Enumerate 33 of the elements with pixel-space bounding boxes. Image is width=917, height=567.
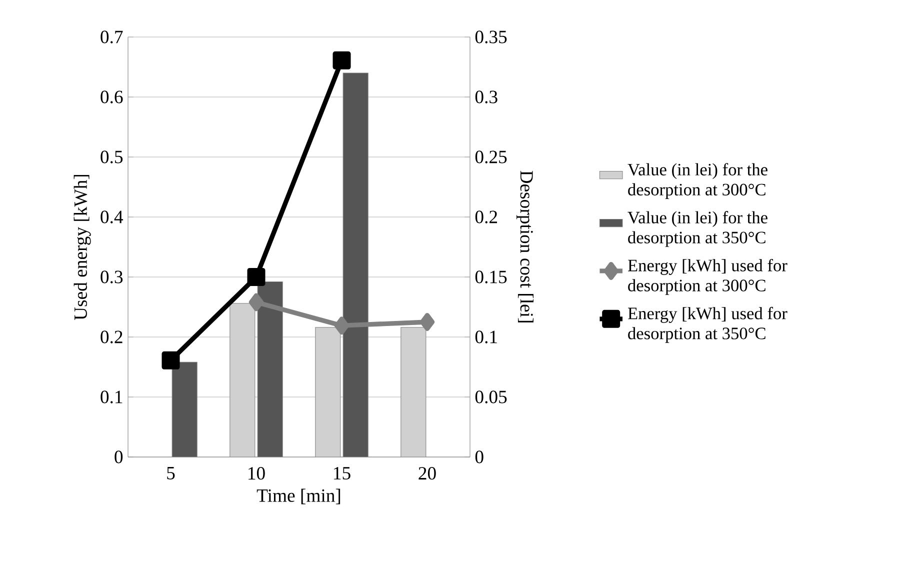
y-axis-title: Used energy [kWh] bbox=[74, 174, 91, 320]
legend-label: Value (in lei) for the desorption at 300°C bbox=[628, 163, 768, 199]
y-tick-label: 0.6 bbox=[100, 90, 123, 104]
y-tick-label: 0.1 bbox=[100, 390, 122, 404]
y2-tick-label: 0.25 bbox=[475, 150, 507, 164]
point bbox=[332, 51, 351, 70]
y2-tick-label: 0.35 bbox=[475, 30, 507, 44]
y-tick-label: 0.4 bbox=[100, 210, 124, 224]
x-axis-title: Time [min] bbox=[256, 488, 340, 504]
point bbox=[247, 268, 266, 286]
point bbox=[334, 316, 350, 335]
y2-tick-label: 0.1 bbox=[475, 330, 497, 344]
y-tick-label: 0.3 bbox=[100, 270, 123, 284]
y-tick-label: 0.5 bbox=[100, 150, 123, 164]
x-tick-label: 15 bbox=[334, 467, 350, 480]
y2-tick-label: 0.2 bbox=[475, 210, 498, 224]
y2-tick-label: 0 bbox=[475, 450, 484, 464]
legend-label: Energy [kWh] used for desorption at 300°C bbox=[628, 258, 788, 295]
y2-axis-title: Desorption cost [lei] bbox=[516, 170, 534, 322]
y2-tick-label: 0.05 bbox=[475, 390, 507, 404]
y-tick-label: 0.7 bbox=[100, 30, 123, 44]
point bbox=[162, 351, 180, 370]
y-tick-label: 0 bbox=[114, 450, 123, 464]
point bbox=[420, 312, 435, 331]
point bbox=[248, 293, 264, 312]
legend-label: Value (in lei) for the desorption at 350°C bbox=[628, 211, 768, 247]
y2-tick-label: 0.3 bbox=[475, 90, 498, 104]
x-tick-label: 10 bbox=[248, 467, 265, 480]
x-tick-label: 20 bbox=[418, 467, 436, 480]
legend-label: Energy [kWh] used for desorption at 350°C bbox=[628, 306, 788, 343]
y-tick-label: 0.2 bbox=[100, 330, 122, 344]
x-tick-label: 5 bbox=[167, 467, 175, 480]
y2-tick-label: 0.15 bbox=[475, 270, 507, 284]
